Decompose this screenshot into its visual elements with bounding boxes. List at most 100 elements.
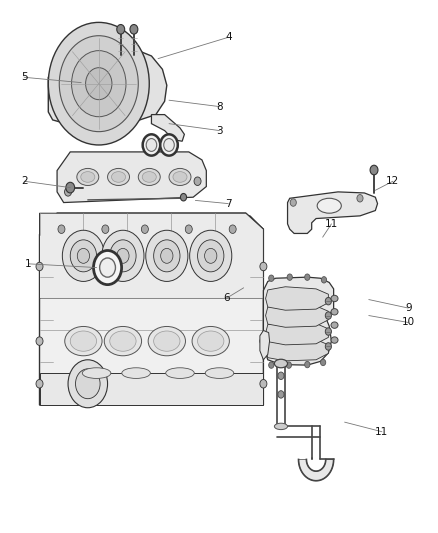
Text: 8: 8 — [215, 102, 223, 111]
Circle shape — [325, 343, 331, 350]
Ellipse shape — [70, 331, 96, 351]
Circle shape — [68, 360, 107, 408]
Circle shape — [286, 362, 291, 368]
Circle shape — [153, 240, 180, 272]
Ellipse shape — [138, 168, 160, 185]
Ellipse shape — [77, 168, 99, 185]
Circle shape — [142, 134, 160, 156]
Ellipse shape — [330, 309, 337, 315]
Circle shape — [194, 177, 201, 185]
Circle shape — [356, 195, 362, 202]
Circle shape — [259, 379, 266, 388]
Circle shape — [117, 248, 129, 263]
Circle shape — [277, 372, 283, 379]
Circle shape — [75, 369, 100, 399]
Circle shape — [66, 182, 74, 193]
Polygon shape — [265, 304, 328, 327]
Circle shape — [110, 240, 136, 272]
Text: 3: 3 — [215, 126, 223, 135]
Polygon shape — [57, 152, 206, 203]
Circle shape — [59, 36, 138, 132]
Text: 11: 11 — [324, 219, 337, 229]
Text: 7: 7 — [224, 199, 231, 208]
Circle shape — [325, 312, 331, 319]
Polygon shape — [151, 115, 184, 141]
Polygon shape — [265, 287, 328, 310]
Text: 12: 12 — [385, 176, 399, 186]
Circle shape — [102, 230, 144, 281]
Ellipse shape — [104, 326, 141, 356]
Circle shape — [58, 225, 65, 233]
Circle shape — [71, 51, 126, 117]
Circle shape — [259, 337, 266, 345]
Ellipse shape — [110, 331, 136, 351]
Circle shape — [268, 362, 273, 368]
Ellipse shape — [82, 368, 110, 378]
Circle shape — [36, 379, 43, 388]
Circle shape — [304, 274, 309, 280]
Circle shape — [325, 328, 331, 335]
Circle shape — [64, 188, 71, 196]
Text: 2: 2 — [21, 176, 28, 186]
Ellipse shape — [148, 326, 185, 356]
Text: 9: 9 — [404, 303, 411, 313]
Circle shape — [146, 139, 156, 151]
Ellipse shape — [330, 322, 337, 328]
Polygon shape — [48, 48, 166, 124]
Polygon shape — [39, 373, 263, 405]
Ellipse shape — [111, 172, 125, 182]
Ellipse shape — [192, 326, 229, 356]
Circle shape — [180, 193, 186, 201]
Circle shape — [229, 225, 236, 233]
Polygon shape — [39, 213, 263, 235]
Ellipse shape — [166, 368, 194, 378]
Ellipse shape — [316, 198, 341, 213]
Polygon shape — [265, 321, 328, 345]
Polygon shape — [265, 337, 328, 361]
Text: 1: 1 — [25, 259, 32, 269]
Circle shape — [141, 225, 148, 233]
Circle shape — [321, 277, 326, 283]
Circle shape — [304, 361, 309, 368]
Polygon shape — [39, 213, 263, 298]
Circle shape — [290, 199, 296, 206]
Circle shape — [197, 240, 223, 272]
Circle shape — [189, 230, 231, 281]
Circle shape — [99, 258, 115, 277]
Circle shape — [204, 248, 216, 263]
Ellipse shape — [197, 331, 223, 351]
Ellipse shape — [169, 168, 191, 185]
Circle shape — [160, 134, 177, 156]
Circle shape — [77, 248, 89, 263]
Circle shape — [93, 251, 121, 285]
Text: 10: 10 — [401, 318, 414, 327]
Circle shape — [259, 262, 266, 271]
Ellipse shape — [330, 295, 337, 302]
Circle shape — [117, 25, 124, 34]
Circle shape — [163, 139, 174, 151]
Text: 6: 6 — [222, 294, 229, 303]
Circle shape — [185, 225, 192, 233]
Circle shape — [102, 225, 109, 233]
Circle shape — [36, 337, 43, 345]
Ellipse shape — [274, 359, 287, 368]
Ellipse shape — [205, 368, 233, 378]
Ellipse shape — [65, 326, 102, 356]
Circle shape — [320, 359, 325, 366]
Ellipse shape — [330, 337, 337, 343]
Ellipse shape — [274, 423, 287, 430]
Circle shape — [160, 248, 173, 263]
Circle shape — [268, 275, 273, 281]
Circle shape — [277, 391, 283, 398]
Polygon shape — [39, 213, 263, 405]
Ellipse shape — [107, 168, 129, 185]
Text: 4: 4 — [224, 33, 231, 42]
Ellipse shape — [153, 331, 180, 351]
Circle shape — [48, 22, 149, 145]
Polygon shape — [263, 277, 333, 365]
Ellipse shape — [142, 172, 156, 182]
Circle shape — [325, 297, 331, 305]
Circle shape — [36, 262, 43, 271]
Circle shape — [286, 274, 292, 280]
Ellipse shape — [173, 172, 187, 182]
